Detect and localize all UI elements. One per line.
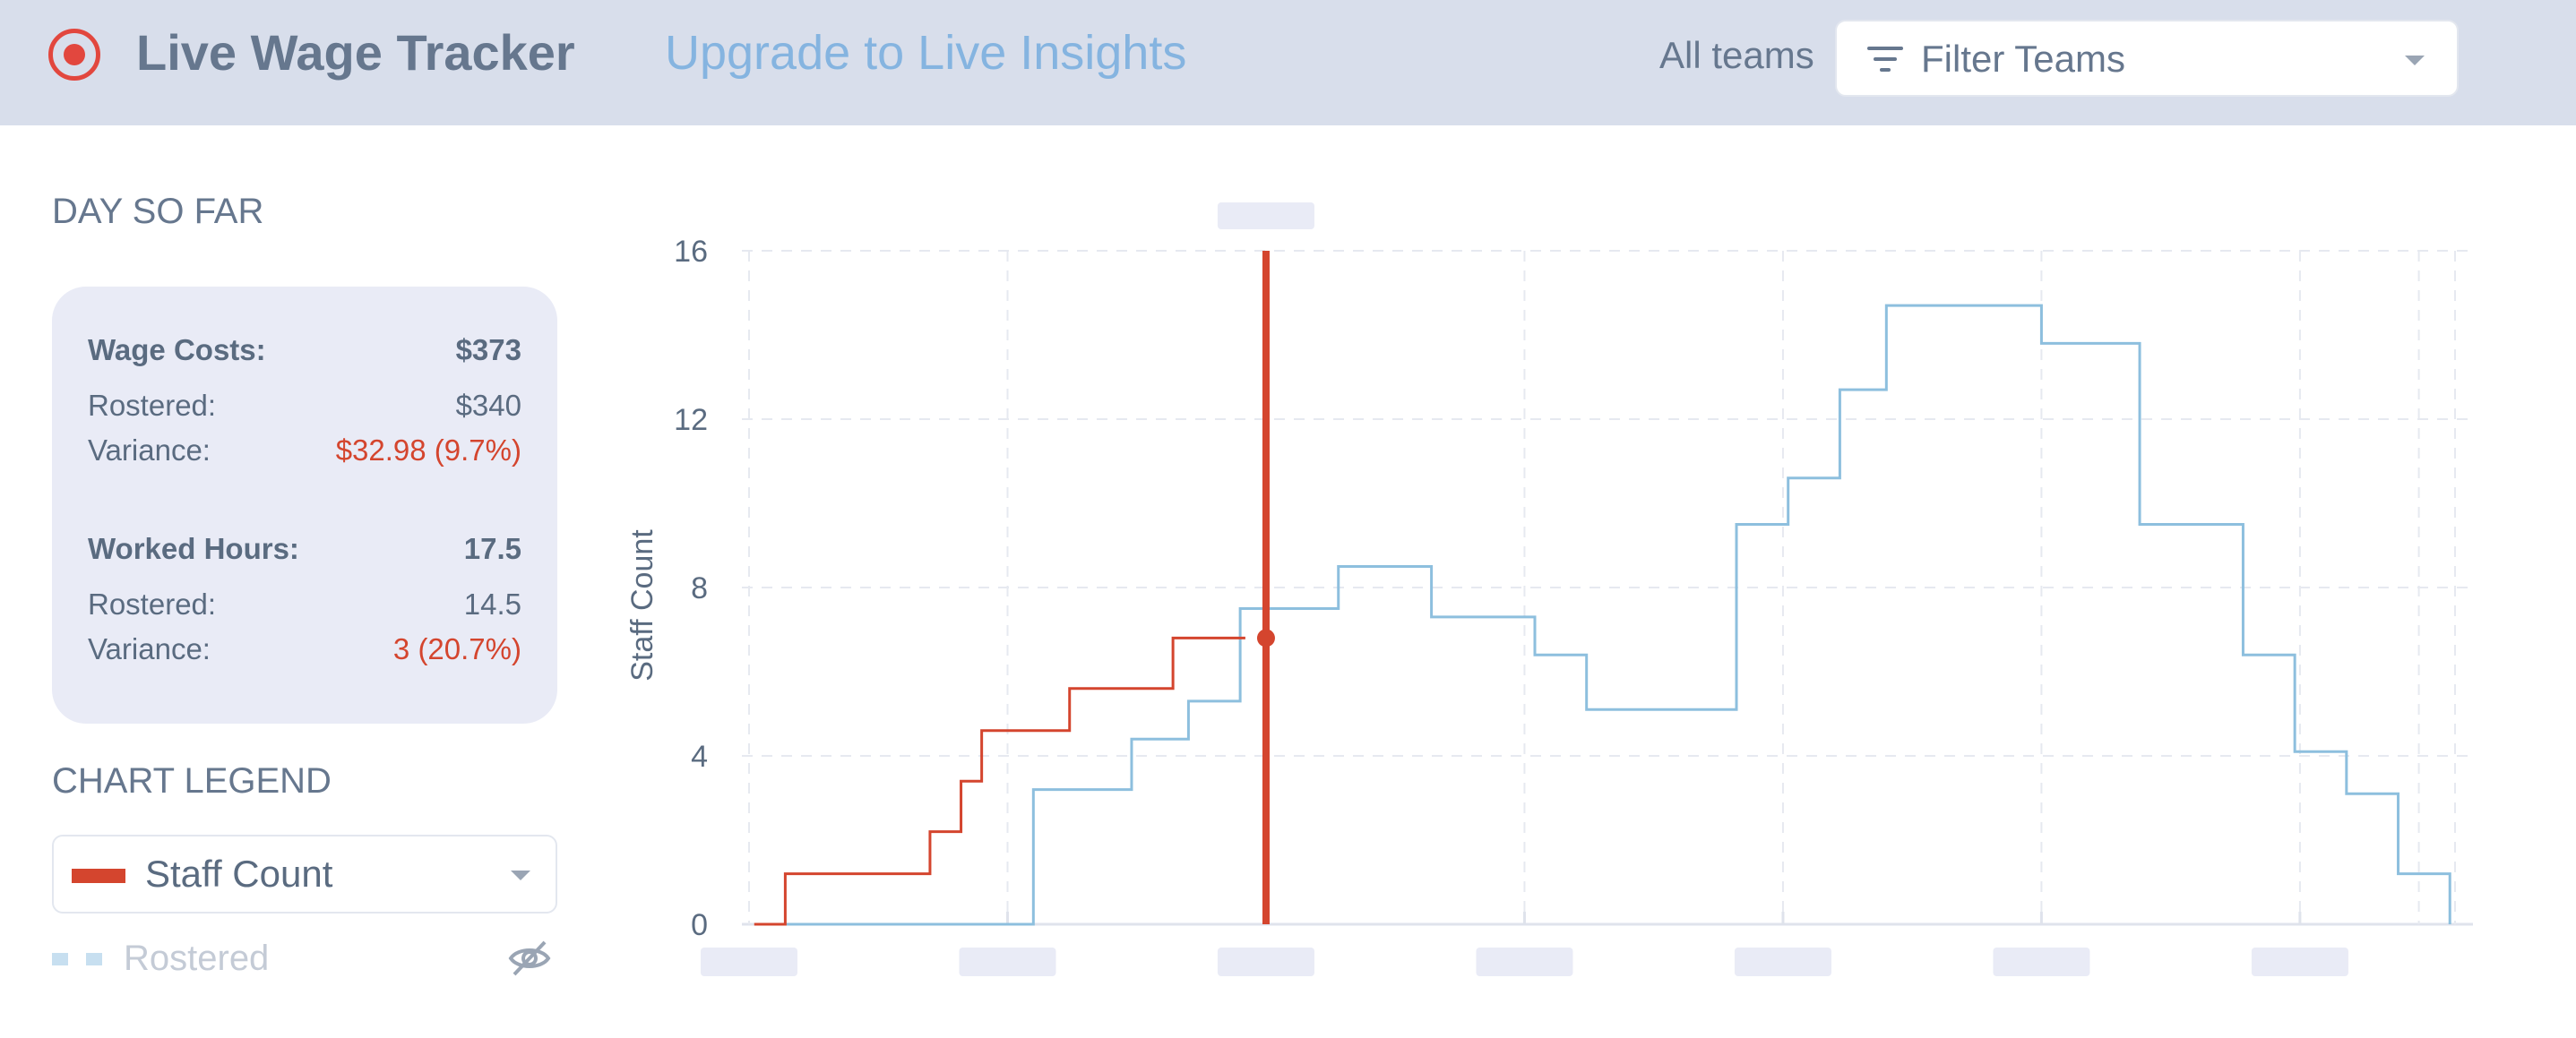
staff-count-swatch	[72, 869, 125, 883]
wage-costs-label: Wage Costs:	[88, 333, 266, 366]
current-value-dot	[1256, 629, 1275, 648]
chevron-down-icon	[2405, 56, 2425, 65]
x-tick-label-placeholder	[701, 948, 797, 976]
filter-teams-placeholder: Filter Teams	[1921, 38, 2125, 80]
hours-rostered-row: Rostered: 14.5	[88, 588, 521, 627]
rostered-line	[785, 304, 2451, 926]
x-tick-label-placeholder	[959, 948, 1056, 976]
y-tick-label: 12	[674, 403, 708, 437]
wage-variance-label: Variance:	[88, 433, 211, 467]
wage-variance-value: $32.98 (9.7%)	[335, 433, 521, 467]
y-axis-title: Staff Count	[625, 529, 659, 682]
app-title: Live Wage Tracker	[136, 24, 575, 81]
current-time-marker	[1217, 202, 1314, 924]
staff-count-line	[754, 636, 1245, 926]
day-so-far-heading: DAY SO FAR	[52, 192, 264, 231]
hours-variance-row: Variance: 3 (20.7%)	[88, 632, 521, 672]
hours-rostered-label: Rostered:	[88, 588, 217, 621]
wage-rostered-value: $340	[455, 389, 521, 422]
legend-rostered-label: Rostered	[124, 939, 270, 978]
x-tick-label-placeholder	[2251, 948, 2348, 976]
worked-hours-label: Worked Hours:	[88, 532, 299, 565]
top-bar: Live Wage Tracker Upgrade to Live Insigh…	[0, 0, 2576, 125]
y-tick-label: 4	[691, 740, 708, 774]
eye-off-icon[interactable]	[507, 939, 552, 978]
worked-hours-value: 17.5	[463, 532, 521, 565]
wage-costs-row: Wage Costs: $373	[88, 333, 521, 373]
upgrade-link[interactable]: Upgrade to Live Insights	[665, 26, 1187, 80]
day-so-far-card: Wage Costs: $373 Rostered: $340 Variance…	[52, 287, 557, 724]
live-record-icon	[48, 29, 100, 81]
rostered-swatch	[52, 953, 106, 965]
y-axis: 0 4 8 12 16	[674, 235, 708, 942]
chart-legend-heading: CHART LEGEND	[52, 761, 332, 801]
hours-variance-value: 3 (20.7%)	[392, 632, 521, 665]
x-tick-label-placeholder	[1734, 948, 1831, 976]
wage-variance-row: Variance: $32.98 (9.7%)	[88, 433, 521, 473]
hours-rostered-value: 14.5	[463, 588, 521, 621]
chart-grid	[701, 250, 2473, 976]
legend-rostered-item[interactable]: Rostered	[52, 937, 557, 982]
chart-series	[754, 304, 2451, 926]
x-tick-label-placeholder	[1476, 948, 1573, 976]
chevron-down-icon	[511, 871, 530, 880]
filter-teams-select[interactable]: Filter Teams	[1835, 20, 2459, 97]
filter-icon	[1867, 47, 1903, 73]
x-tick-label-placeholder	[1217, 948, 1314, 976]
wage-rostered-row: Rostered: $340	[88, 389, 521, 428]
legend-staff-count-select[interactable]: Staff Count	[52, 835, 557, 914]
y-tick-label: 16	[674, 235, 708, 269]
wage-rostered-label: Rostered:	[88, 389, 217, 422]
y-tick-label: 8	[691, 571, 708, 605]
legend-staff-count-label: Staff Count	[145, 853, 333, 895]
hours-variance-label: Variance:	[88, 632, 211, 665]
y-tick-label: 0	[691, 908, 708, 942]
wage-costs-value: $373	[455, 333, 521, 366]
worked-hours-row: Worked Hours: 17.5	[88, 532, 521, 571]
x-tick-label-placeholder	[1993, 948, 2090, 976]
teams-label: All teams	[1659, 34, 1814, 76]
current-time-label-placeholder	[1217, 202, 1314, 229]
